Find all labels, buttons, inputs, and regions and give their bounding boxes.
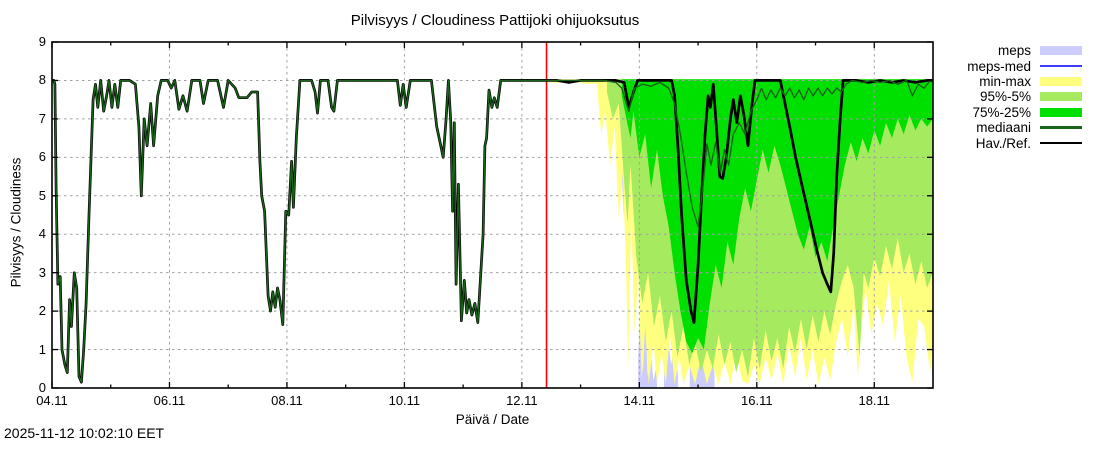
legend-item-meps: meps: [967, 43, 1082, 58]
timestamp: 2025-11-12 10:02:10 EET: [4, 425, 165, 441]
legend-label: meps-med: [967, 58, 1031, 74]
y-tick-label: 4: [38, 226, 46, 242]
legend-swatch: [1040, 92, 1082, 102]
x-tick-label: 04.11: [36, 393, 68, 408]
legend-swatch: [1040, 141, 1082, 145]
y-tick-label: 1: [38, 341, 46, 357]
y-tick-label: 2: [38, 303, 46, 319]
x-tick-label: 06.11: [153, 393, 186, 408]
legend-swatch: [1040, 64, 1082, 68]
y-tick-label: 5: [38, 187, 46, 203]
y-tick-label: 6: [38, 149, 46, 165]
band-75-25: [621, 79, 933, 354]
legend: meps meps-med min-max 95%-5% 75%-25% mediaani…: [967, 43, 1082, 151]
legend-item-min-max: min-max: [967, 74, 1082, 89]
x-tick-label: 10.11: [388, 393, 421, 408]
y-tick-label: 0: [38, 380, 46, 395]
y-tick-label: 7: [38, 110, 46, 126]
legend-item-95-5-: 95%-5%: [967, 89, 1082, 104]
x-tick-label: 08.11: [271, 393, 303, 408]
x-tick-label: 14.11: [623, 393, 656, 408]
x-axis-label: Päivä / Date: [455, 412, 530, 427]
y-tick-label: 9: [38, 34, 46, 49]
legend-label: 95%-5%: [979, 89, 1031, 105]
legend-label: mediaani: [976, 120, 1031, 136]
legend-swatch: [1040, 126, 1082, 129]
legend-item-hav-ref-: Hav./Ref.: [967, 135, 1082, 151]
y-tick-label: 8: [38, 72, 46, 88]
legend-item-meps-med: meps-med: [967, 58, 1082, 74]
chart-title: Pilvisyys / Cloudiness Pattijoki ohijuok…: [350, 12, 640, 29]
series-mediaani: [52, 79, 933, 383]
x-tick-label: 18.11: [858, 393, 891, 408]
legend-item-mediaani: mediaani: [967, 120, 1082, 135]
legend-swatch: [1040, 107, 1082, 117]
legend-swatch: [1040, 46, 1082, 56]
legend-item-75-25-: 75%-25%: [967, 105, 1082, 120]
legend-swatch: [1040, 76, 1082, 86]
x-tick-label: 12.11: [506, 393, 538, 408]
legend-label: min-max: [979, 73, 1031, 89]
y-tick-label: 3: [38, 264, 46, 280]
plot-frame: [51, 41, 934, 389]
legend-label: Hav./Ref.: [975, 135, 1031, 151]
legend-label: meps: [997, 43, 1031, 59]
x-tick-label: 16.11: [741, 393, 773, 408]
legend-label: 75%-25%: [972, 104, 1031, 120]
